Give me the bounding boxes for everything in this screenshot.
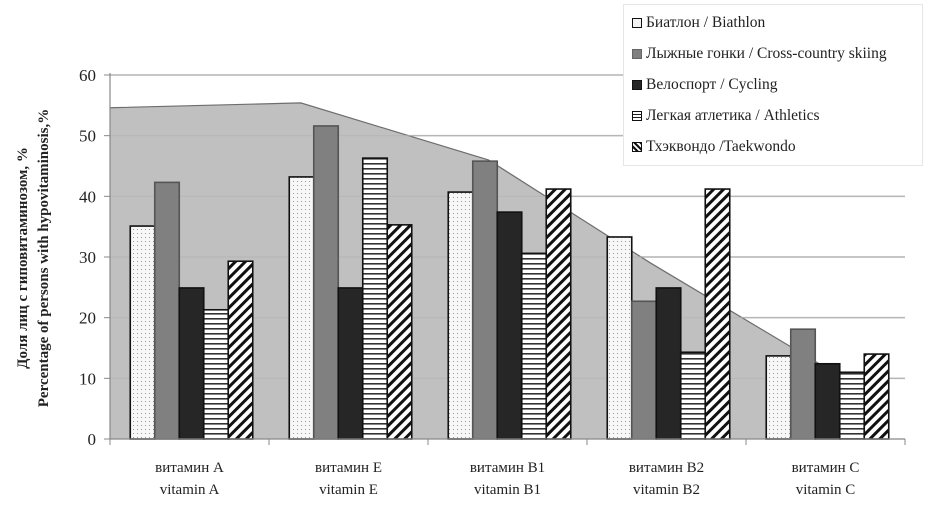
- x-category-label-en: vitamin C: [796, 482, 856, 498]
- bar-cycling: [337, 287, 364, 440]
- legend-swatch-gray: [632, 49, 642, 59]
- bar-taekwondo: [545, 188, 572, 440]
- bar-athletics: [679, 351, 707, 440]
- bar-taekwondo: [863, 353, 890, 440]
- bar-cross-country: [630, 300, 658, 440]
- legend-item-taekwondo: Тхэквондо /Taekwondo: [632, 137, 796, 157]
- legend-item-cross-country: Лыжные гонки / Cross-country skiing: [632, 44, 887, 64]
- x-category-label-ru: витамин E: [315, 460, 382, 476]
- legend-label: Легкая атлетика / Athletics: [646, 107, 820, 124]
- y-tick-label: 40: [79, 187, 96, 206]
- bar-athletics: [520, 252, 548, 440]
- legend-item-cycling: Велоспорт / Cycling: [632, 75, 777, 95]
- y-axis-label-ru: Доля лиц с гиповитаминозом, %: [15, 147, 31, 369]
- bar-biathlon: [288, 176, 315, 440]
- legend-swatch-hlines: [632, 111, 642, 121]
- y-tick-label: 20: [79, 309, 96, 328]
- x-category-label-ru: витамин C: [792, 460, 860, 476]
- axes: [104, 73, 906, 445]
- bar-athletics: [838, 371, 866, 440]
- x-category-label-ru: витамин B2: [629, 460, 704, 476]
- bar-taekwondo: [386, 224, 413, 440]
- x-category-label-ru: витамин A: [155, 460, 224, 476]
- bar-athletics: [361, 157, 389, 440]
- bar-cycling: [814, 362, 841, 440]
- bar-biathlon: [765, 355, 792, 440]
- bar-biathlon: [129, 225, 156, 440]
- x-category-label-en: vitamin A: [160, 482, 220, 498]
- y-tick-label: 60: [79, 66, 96, 85]
- legend-label: Лыжные гонки / Cross-country skiing: [646, 45, 887, 62]
- bar-cross-country: [789, 328, 817, 440]
- legend-item-athletics: Легкая атлетика / Athletics: [632, 106, 820, 126]
- y-tick-label: 0: [88, 430, 97, 449]
- legend-label: Велоспорт / Cycling: [646, 76, 778, 93]
- bar-biathlon: [606, 236, 633, 440]
- bar-cycling: [655, 287, 682, 440]
- legend: Биатлон / Biathlon Лыжные гонки / Cross-…: [623, 4, 923, 166]
- legend-item-biathlon: Биатлон / Biathlon: [632, 13, 765, 33]
- bar-taekwondo: [704, 188, 731, 440]
- bar-taekwondo: [227, 260, 254, 440]
- bar-cross-country: [471, 160, 499, 440]
- x-category-label-en: vitamin E: [319, 482, 378, 498]
- bar-cycling: [178, 287, 205, 440]
- y-tick-label: 10: [79, 369, 96, 388]
- x-category-label-en: vitamin B2: [633, 482, 700, 498]
- legend-swatch-diagonal: [632, 142, 642, 152]
- y-axis-label-en: Percentage of persons with hypovitaminos…: [36, 109, 52, 407]
- legend-swatch-dark: [632, 80, 642, 90]
- legend-label: Тхэквондо /Taekwondo: [646, 138, 796, 155]
- bar-cross-country: [153, 181, 181, 440]
- x-category-label-ru: витамин B1: [470, 460, 545, 476]
- legend-swatch-dots: [632, 18, 642, 28]
- legend-label: Биатлон / Biathlon: [646, 14, 766, 31]
- bar-cross-country: [312, 125, 340, 440]
- labels: 0 10 20 30 40 50 60 витамин A vitamin A витамин E…: [79, 66, 859, 498]
- bar-cycling: [496, 211, 523, 440]
- x-category-label-en: vitamin B1: [474, 482, 541, 498]
- bar-biathlon: [447, 191, 474, 440]
- bar-athletics: [202, 308, 230, 440]
- y-tick-label: 50: [79, 127, 96, 146]
- y-tick-label: 30: [79, 248, 96, 267]
